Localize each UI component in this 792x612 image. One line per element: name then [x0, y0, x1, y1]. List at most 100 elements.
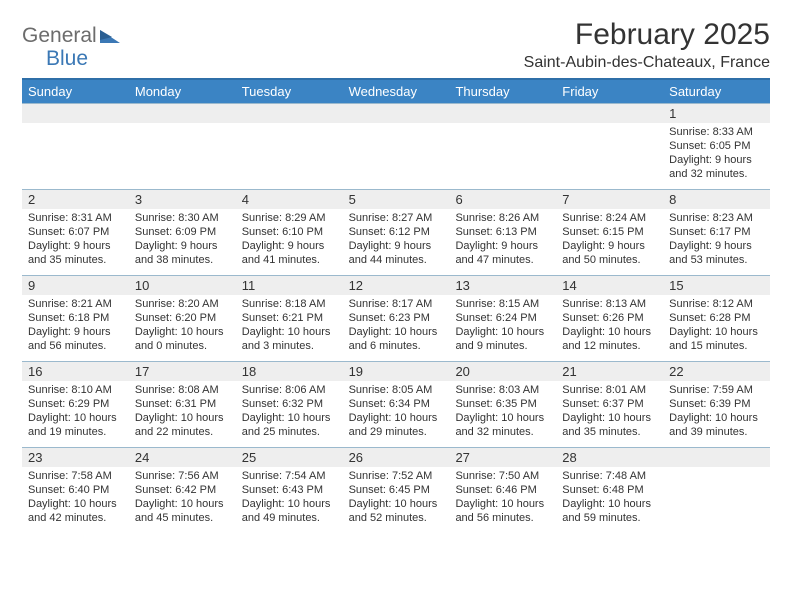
day-body: Sunrise: 8:29 AMSunset: 6:10 PMDaylight:…	[236, 209, 343, 275]
day-info-line: and 50 minutes.	[562, 253, 657, 267]
title-block: February 2025 Saint-Aubin-des-Chateaux, …	[524, 18, 770, 72]
day-body: Sunrise: 8:01 AMSunset: 6:37 PMDaylight:…	[556, 381, 663, 447]
day-info-line: Sunset: 6:34 PM	[349, 397, 444, 411]
day-header: Thursday	[449, 80, 556, 103]
day-number-row: 16171819202122	[22, 361, 770, 381]
day-info-line: and 56 minutes.	[455, 511, 550, 525]
day-body: Sunrise: 8:13 AMSunset: 6:26 PMDaylight:…	[556, 295, 663, 361]
day-info-line: Sunrise: 8:26 AM	[455, 211, 550, 225]
day-body-row: Sunrise: 8:10 AMSunset: 6:29 PM Daylight:…	[22, 381, 770, 447]
day-info-line: Sunrise: 8:13 AM	[562, 297, 657, 311]
day-info-line: Sunrise: 7:52 AM	[349, 469, 444, 483]
day-info-line: Sunset: 6:21 PM	[242, 311, 337, 325]
day-info-line: Daylight: 10 hours	[455, 497, 550, 511]
day-number	[22, 104, 129, 123]
day-info-line: Sunset: 6:40 PM	[28, 483, 123, 497]
day-info-line: Sunset: 6:32 PM	[242, 397, 337, 411]
day-number: 13	[449, 276, 556, 295]
day-info-line: Sunset: 6:23 PM	[349, 311, 444, 325]
day-info-line: Sunrise: 7:56 AM	[135, 469, 230, 483]
day-header: Tuesday	[236, 80, 343, 103]
day-header: Sunday	[22, 80, 129, 103]
weeks-container: 1Sunrise: 8:33 AMSunset: 6:05 PMDaylight…	[22, 103, 770, 533]
day-body: Sunrise: 8:10 AMSunset: 6:29 PMDaylight:…	[22, 381, 129, 447]
day-info-line: Sunrise: 8:20 AM	[135, 297, 230, 311]
day-number-row: 232425262728	[22, 447, 770, 467]
day-info-line: Sunset: 6:39 PM	[669, 397, 764, 411]
day-info-line: Daylight: 10 hours	[349, 411, 444, 425]
day-info-line: Sunrise: 8:12 AM	[669, 297, 764, 311]
day-number: 3	[129, 190, 236, 209]
day-info-line: Sunset: 6:09 PM	[135, 225, 230, 239]
day-body: Sunrise: 8:21 AMSunset: 6:18 PMDaylight:…	[22, 295, 129, 361]
day-number: 21	[556, 362, 663, 381]
day-info-line: and 52 minutes.	[349, 511, 444, 525]
day-info-line: Daylight: 10 hours	[28, 497, 123, 511]
day-info-line: Sunset: 6:45 PM	[349, 483, 444, 497]
day-info-line: and 47 minutes.	[455, 253, 550, 267]
day-info-line: Sunrise: 7:50 AM	[455, 469, 550, 483]
day-info-line: Daylight: 10 hours	[562, 411, 657, 425]
day-info-line: Sunrise: 8:27 AM	[349, 211, 444, 225]
day-info-line: Sunrise: 8:24 AM	[562, 211, 657, 225]
day-info-line: and 42 minutes.	[28, 511, 123, 525]
day-number: 24	[129, 448, 236, 467]
day-info-line: and 49 minutes.	[242, 511, 337, 525]
day-info-line: and 59 minutes.	[562, 511, 657, 525]
day-info-line: and 29 minutes.	[349, 425, 444, 439]
day-info-line: Daylight: 10 hours	[135, 497, 230, 511]
day-info-line: Sunrise: 8:23 AM	[669, 211, 764, 225]
day-number: 12	[343, 276, 450, 295]
day-body: Sunrise: 8:17 AMSunset: 6:23 PMDaylight:…	[343, 295, 450, 361]
day-info-line: Daylight: 9 hours	[669, 153, 764, 167]
day-number: 8	[663, 190, 770, 209]
day-info-line: Sunrise: 8:18 AM	[242, 297, 337, 311]
day-body: Sunrise: 8:05 AMSunset: 6:34 PMDaylight:…	[343, 381, 450, 447]
day-body	[129, 123, 236, 189]
day-info-line: Sunrise: 7:54 AM	[242, 469, 337, 483]
day-info-line: Sunset: 6:13 PM	[455, 225, 550, 239]
day-info-line: Daylight: 10 hours	[135, 411, 230, 425]
day-info-line: Sunrise: 8:21 AM	[28, 297, 123, 311]
day-body-row: Sunrise: 8:33 AMSunset: 6:05 PMDaylight:…	[22, 123, 770, 189]
day-info-line: Daylight: 10 hours	[349, 497, 444, 511]
day-number: 10	[129, 276, 236, 295]
day-number: 26	[343, 448, 450, 467]
day-info-line: Sunrise: 8:10 AM	[28, 383, 123, 397]
day-header-row: Sunday Monday Tuesday Wednesday Thursday…	[22, 80, 770, 103]
day-info-line: Sunrise: 8:05 AM	[349, 383, 444, 397]
calendar-grid: Sunday Monday Tuesday Wednesday Thursday…	[22, 78, 770, 533]
day-info-line: Sunset: 6:29 PM	[28, 397, 123, 411]
month-title: February 2025	[524, 18, 770, 52]
day-info-line: Daylight: 10 hours	[349, 325, 444, 339]
day-info-line: Sunset: 6:15 PM	[562, 225, 657, 239]
day-number: 6	[449, 190, 556, 209]
day-body: Sunrise: 8:27 AMSunset: 6:12 PMDaylight:…	[343, 209, 450, 275]
day-info-line: Daylight: 10 hours	[562, 497, 657, 511]
day-header: Wednesday	[343, 80, 450, 103]
day-number: 5	[343, 190, 450, 209]
day-body	[22, 123, 129, 189]
day-info-line: Sunrise: 8:15 AM	[455, 297, 550, 311]
day-info-line: and 53 minutes.	[669, 253, 764, 267]
day-info-line: Sunset: 6:43 PM	[242, 483, 337, 497]
day-body: Sunrise: 7:54 AMSunset: 6:43 PMDaylight:…	[236, 467, 343, 533]
day-info-line: Daylight: 10 hours	[242, 325, 337, 339]
day-info-line: Sunset: 6:42 PM	[135, 483, 230, 497]
day-body	[236, 123, 343, 189]
day-info-line: Daylight: 9 hours	[28, 325, 123, 339]
day-info-line: Daylight: 10 hours	[669, 325, 764, 339]
day-info-line: Daylight: 9 hours	[669, 239, 764, 253]
day-body: Sunrise: 8:18 AMSunset: 6:21 PMDaylight:…	[236, 295, 343, 361]
day-info-line: Daylight: 9 hours	[135, 239, 230, 253]
day-body	[343, 123, 450, 189]
day-body: Sunrise: 8:08 AMSunset: 6:31 PMDaylight:…	[129, 381, 236, 447]
day-info-line: and 35 minutes.	[28, 253, 123, 267]
day-info-line: Sunset: 6:20 PM	[135, 311, 230, 325]
day-header: Monday	[129, 80, 236, 103]
day-info-line: Sunset: 6:46 PM	[455, 483, 550, 497]
day-body-row: Sunrise: 8:31 AMSunset: 6:07 PMDaylight:…	[22, 209, 770, 275]
day-info-line: Sunrise: 7:58 AM	[28, 469, 123, 483]
day-info-line: Daylight: 9 hours	[242, 239, 337, 253]
day-body: Sunrise: 7:48 AMSunset: 6:48 PMDaylight:…	[556, 467, 663, 533]
